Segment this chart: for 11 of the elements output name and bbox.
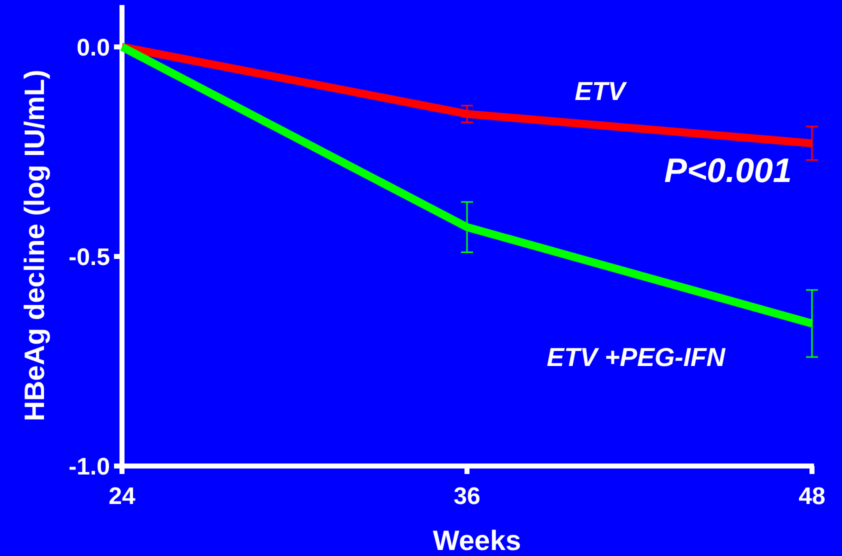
y-tick-label: 0.0 — [76, 34, 110, 62]
x-tick-label: 24 — [108, 483, 136, 510]
x-tick-label: 36 — [454, 483, 480, 510]
y-tick-label: -1.0 — [68, 453, 110, 480]
y-tick-label: -0.5 — [68, 244, 110, 271]
x-axis-title: Weeks — [432, 525, 522, 556]
series-label: ETV — [574, 76, 628, 106]
series-label: ETV +PEG-IFN — [546, 342, 726, 372]
x-tick-label: 48 — [798, 483, 826, 510]
y-axis-title: HBeAg decline (log IU/mL) — [19, 70, 50, 422]
annotation: P<0.001 — [664, 152, 792, 190]
